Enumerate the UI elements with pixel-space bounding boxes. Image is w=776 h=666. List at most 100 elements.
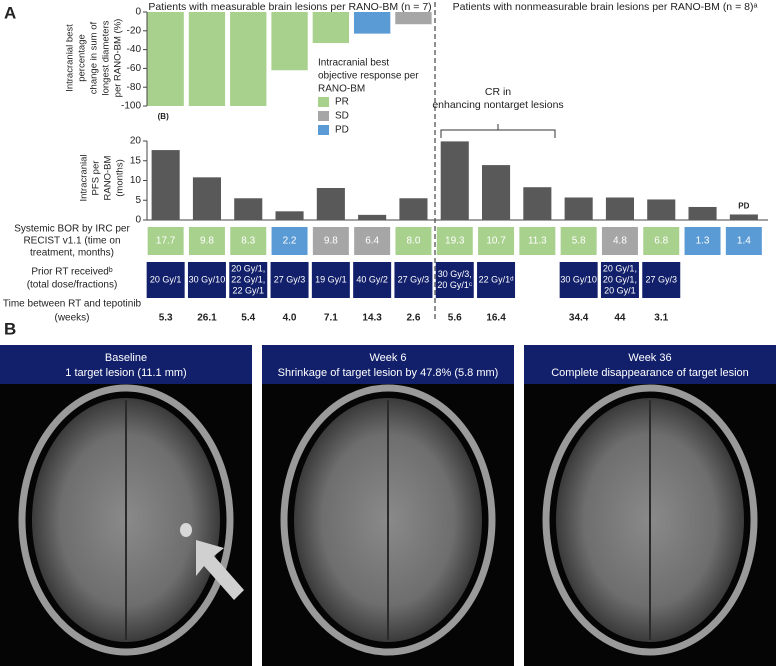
time-value: 5.6	[448, 313, 462, 324]
rt-cell	[229, 262, 268, 298]
caption-box	[262, 345, 514, 384]
rt-cell	[559, 262, 598, 298]
bor-value: 9.8	[324, 236, 338, 247]
rt-cell	[270, 262, 309, 298]
rt-value: 20 Gy/1	[604, 285, 636, 295]
y-axis-title: PFS per	[91, 161, 102, 196]
caption: Week 6	[369, 352, 406, 364]
bracket	[440, 124, 556, 138]
panel-label: A	[4, 3, 16, 22]
rt-cell	[187, 262, 226, 298]
y-tick-label: -60	[127, 63, 142, 74]
header: Patients with nonmeasurable brain lesion…	[453, 1, 758, 13]
legend-label: PR	[335, 97, 349, 108]
rt-cell	[146, 262, 185, 298]
bor-cell	[643, 227, 680, 255]
y-axis-title: RANO-BM	[103, 155, 114, 200]
rt-cell	[600, 262, 639, 298]
row-label: Prior RT receivedᵇ	[31, 267, 112, 278]
bar	[230, 12, 267, 106]
legend-swatch	[318, 125, 329, 135]
legend-title: Intracranial best	[318, 58, 389, 69]
skull	[280, 384, 496, 656]
y-tick-label: 5	[135, 195, 141, 206]
time-value: 4.0	[283, 313, 297, 324]
caption: Week 36	[628, 352, 671, 364]
bar	[192, 177, 221, 220]
bar	[395, 12, 432, 25]
bar	[316, 188, 345, 220]
bar	[312, 12, 350, 44]
lesion	[180, 523, 192, 537]
bor-value: 8.0	[406, 236, 420, 247]
y-axis-title: Intracranial best	[65, 24, 76, 92]
legend-swatch	[318, 97, 329, 107]
y-axis-title: longest diameters	[101, 20, 112, 95]
rt-value: 27 Gy/3	[645, 274, 677, 284]
rt-value: 20 Gy/1,	[603, 263, 637, 273]
bor-cell	[271, 227, 308, 255]
skull	[542, 384, 758, 656]
bor-cell	[147, 227, 184, 255]
rt-cell	[477, 262, 516, 298]
rt-value: 19 Gy/1	[315, 274, 347, 284]
caption-box	[524, 345, 776, 384]
bor-cell	[436, 227, 473, 255]
bor-value: 17.7	[156, 236, 176, 247]
bracket-label: enhancing nontarget lesions	[432, 99, 563, 111]
y-tick-label: 10	[130, 175, 142, 186]
y-tick-label: -80	[127, 82, 142, 93]
bar	[523, 187, 552, 220]
row-label: Time between RT and tepotinib	[3, 299, 142, 310]
bor-value: 11.3	[528, 236, 547, 247]
bor-value: 6.8	[654, 236, 668, 247]
bor-cell	[312, 227, 349, 255]
bar	[647, 199, 676, 220]
legend-swatch	[318, 111, 329, 121]
legend-title: objective response per	[318, 71, 419, 82]
y-tick-label: -20	[127, 25, 142, 36]
legend-label: SD	[335, 111, 349, 122]
rt-value: 27 Gy/3	[398, 274, 430, 284]
rt-value: 40 Gy/2	[356, 274, 388, 284]
time-value: 2.6	[406, 313, 420, 324]
rt-cell	[642, 262, 681, 298]
caption: 1 target lesion (11.1 mm)	[65, 367, 186, 379]
legend-title: RANO-BM	[318, 84, 365, 95]
bor-value: 9.8	[200, 236, 214, 247]
bor-cell	[478, 227, 515, 255]
bar	[605, 197, 634, 220]
bor-value: 19.3	[445, 236, 465, 247]
bor-value: 8.3	[241, 236, 255, 247]
bor-cell	[230, 227, 267, 255]
rt-cell	[394, 262, 433, 298]
y-tick-label: -100	[121, 101, 141, 112]
bor-value: 1.3	[696, 236, 710, 247]
rt-value: 30 Gy/10	[189, 274, 226, 284]
bor-cell	[725, 227, 762, 255]
caption: Complete disappearance of target lesion	[551, 367, 749, 379]
rt-value: 22 Gy/1ᵈ	[479, 274, 515, 284]
rt-value: 20 Gy/1,	[231, 263, 265, 273]
bor-cell	[601, 227, 638, 255]
row-label: (weeks)	[54, 313, 89, 324]
y-tick-label: 0	[135, 215, 141, 226]
time-value: 5.3	[159, 313, 173, 324]
bar	[271, 12, 308, 71]
bar	[234, 198, 263, 220]
rt-value: 30 Gy/10	[560, 274, 597, 284]
rt-value: 22 Gy/1	[232, 285, 264, 295]
caption: Shrinkage of target lesion by 47.8% (5.8…	[278, 367, 499, 379]
time-value: 7.1	[324, 313, 338, 324]
y-axis-title: percentage	[77, 34, 88, 82]
time-value: 16.4	[486, 313, 506, 324]
annotation: (B)	[158, 112, 169, 121]
y-axis-title: per RANO-BM (%)	[113, 19, 124, 98]
bor-value: 5.8	[572, 236, 586, 247]
row-label: RECIST v1.1 (time on	[23, 236, 120, 247]
caption-box	[0, 345, 252, 384]
time-value: 26.1	[197, 313, 217, 324]
y-tick-label: 15	[130, 155, 142, 166]
time-value: 34.4	[569, 313, 589, 324]
rt-value: 20 Gy/1	[150, 274, 182, 284]
